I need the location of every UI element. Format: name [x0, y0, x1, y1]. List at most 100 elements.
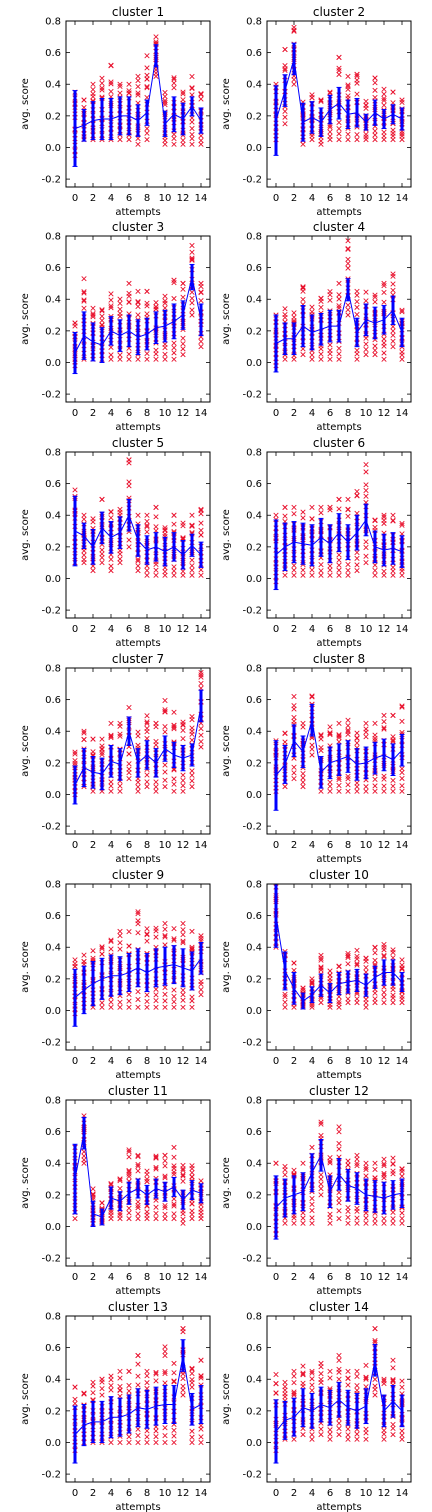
data-point	[189, 1170, 195, 1176]
data-point	[390, 344, 396, 350]
data-point	[309, 694, 315, 700]
data-point	[126, 1178, 132, 1184]
plot-frame	[65, 451, 211, 619]
data-point	[162, 1432, 168, 1439]
data-point	[171, 788, 177, 794]
data-point	[390, 100, 396, 106]
data-point	[153, 1369, 159, 1376]
data-point	[363, 482, 369, 488]
data-point	[171, 76, 177, 82]
data-point	[399, 989, 405, 995]
y-tick-label: -0.2	[242, 390, 262, 401]
x-tick-label: 10	[360, 408, 373, 419]
data-point	[180, 89, 186, 95]
data-point	[282, 1004, 288, 1010]
data-point	[336, 776, 342, 783]
data-point	[180, 722, 186, 728]
y-tick-label: 0.0	[246, 1006, 262, 1017]
data-point	[99, 551, 105, 557]
data-point	[309, 1368, 315, 1374]
data-point	[90, 305, 96, 311]
data-point	[354, 1215, 360, 1221]
data-point	[144, 288, 150, 294]
data-point	[309, 742, 315, 748]
data-point	[108, 1182, 114, 1188]
data-point	[309, 1201, 315, 1208]
data-point	[273, 1390, 279, 1396]
data-point	[171, 999, 177, 1005]
data-point	[318, 957, 324, 963]
data-point	[153, 992, 159, 998]
mean-line	[275, 1153, 403, 1208]
data-point	[372, 720, 378, 726]
data-point	[162, 991, 168, 997]
x-tick-label: 14	[195, 624, 208, 635]
data-point	[399, 1215, 405, 1222]
data-point	[372, 1160, 378, 1166]
data-point	[381, 95, 387, 102]
data-point	[363, 955, 369, 961]
data-point	[345, 952, 351, 959]
data-point	[144, 85, 150, 91]
data-point	[318, 572, 324, 578]
data-point	[135, 788, 141, 794]
data-point	[144, 992, 150, 998]
y-tick-label: 0.4	[246, 80, 262, 91]
x-tick-label: 4	[108, 624, 114, 635]
data-point	[99, 313, 105, 319]
data-point	[135, 745, 141, 751]
data-point	[72, 957, 78, 963]
data-point	[180, 535, 186, 542]
data-point	[327, 730, 333, 736]
y-tick-label: 0.8	[45, 1312, 61, 1323]
data-point	[390, 572, 396, 578]
data-point	[354, 1160, 360, 1167]
x-axis-label: attempts	[316, 1502, 361, 1512]
x-tick-label: 12	[177, 840, 190, 851]
data-point	[399, 1166, 405, 1172]
data-point	[399, 1428, 405, 1434]
y-tick-label: 0.4	[246, 943, 262, 954]
data-point	[399, 775, 405, 782]
data-point	[126, 457, 132, 463]
data-point	[345, 86, 351, 93]
data-point	[318, 788, 324, 794]
y-tick-label: 0.2	[246, 974, 262, 985]
data-point	[180, 1383, 186, 1389]
data-point	[171, 1370, 177, 1376]
data-point	[354, 788, 360, 794]
y-tick-label: 0.6	[45, 263, 61, 274]
x-tick-label: 0	[72, 1488, 78, 1499]
data-point	[372, 343, 378, 349]
data-point	[381, 1220, 387, 1226]
data-point	[180, 932, 186, 938]
y-tick-label: 0.8	[45, 664, 61, 675]
x-axis-label: attempts	[316, 1070, 361, 1081]
plot-area	[273, 1119, 405, 1240]
data-point	[381, 1161, 387, 1167]
data-point	[345, 93, 351, 99]
data-point	[153, 1371, 159, 1377]
data-point	[318, 733, 324, 739]
data-point	[162, 709, 168, 715]
data-point	[381, 712, 387, 719]
chart-panel: cluster 1 attempts avg. score 0 2 4 6 8 10 12 14 -0…	[20, 5, 211, 218]
data-point	[354, 311, 360, 318]
data-point	[144, 725, 150, 732]
data-point	[153, 1433, 159, 1440]
data-point	[162, 298, 168, 304]
y-tick-label: -0.2	[41, 822, 61, 833]
plot-frame	[65, 1315, 211, 1483]
data-point	[291, 1391, 297, 1397]
data-point	[135, 141, 141, 147]
data-point	[372, 732, 378, 738]
data-point	[135, 1199, 141, 1205]
data-point	[144, 783, 150, 790]
data-point	[153, 1155, 159, 1161]
data-point	[300, 567, 306, 573]
y-tick-label: 0.0	[45, 1006, 61, 1017]
data-point	[99, 555, 105, 561]
data-point	[135, 996, 141, 1003]
data-point	[300, 1363, 306, 1369]
data-point	[99, 547, 105, 553]
